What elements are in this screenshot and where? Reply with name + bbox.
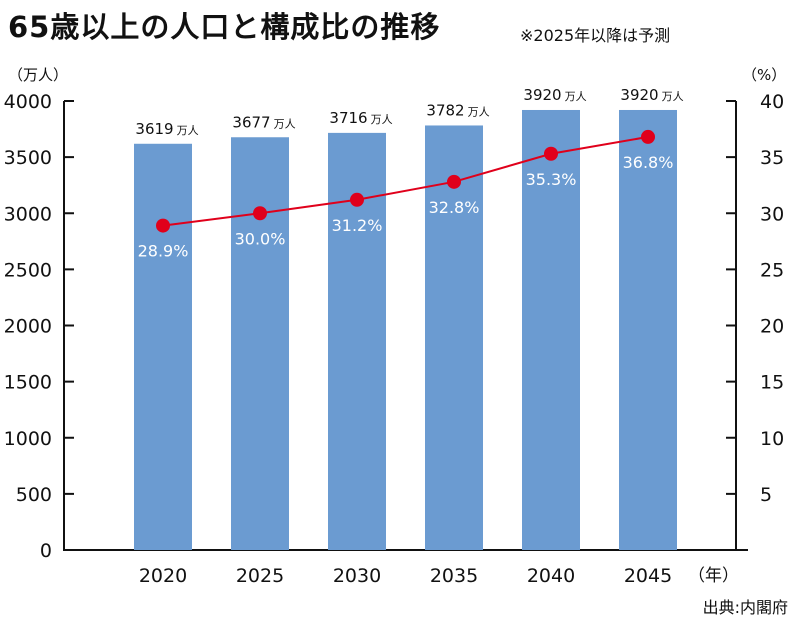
- x-tick-label: 2035: [430, 565, 478, 587]
- ratio-point-2025: [253, 206, 267, 221]
- chart-title: 65歳以上の人口と構成比の推移: [8, 10, 441, 44]
- ratio-label: 36.8%: [623, 153, 674, 172]
- bar-value-unit: 万人: [662, 90, 684, 103]
- right-tick-label: 20: [760, 316, 784, 338]
- bar-value-label: 3677 万人: [232, 113, 295, 131]
- forecast-note: ※2025年以降は予測: [520, 26, 671, 45]
- ratio-point-2030: [350, 192, 364, 207]
- bar-value-unit: 万人: [177, 124, 199, 137]
- bar-value-number: 3782: [426, 101, 464, 119]
- ratio-label: 31.2%: [332, 216, 383, 235]
- ratio-label: 28.9%: [138, 242, 189, 261]
- left-tick-label: 3500: [4, 147, 52, 169]
- bar-value-unit: 万人: [274, 117, 296, 130]
- left-tick-label: 2500: [4, 259, 52, 281]
- bar-value-number: 3920: [523, 86, 561, 104]
- right-tick-label: 30: [760, 203, 784, 225]
- ratio-point-2040: [544, 146, 558, 161]
- x-tick-label: 2040: [527, 565, 575, 587]
- bar-value-number: 3677: [232, 113, 270, 131]
- left-tick-label: 0: [40, 540, 52, 562]
- x-tick-label: 2025: [236, 565, 284, 587]
- right-tick-label: 25: [760, 259, 784, 281]
- left-tick-label: 1500: [4, 372, 52, 394]
- ratio-point-2020: [156, 218, 170, 233]
- bar-2020: [134, 143, 192, 550]
- left-tick-label: 3000: [4, 203, 52, 225]
- bar-value-number: 3716: [329, 109, 367, 127]
- x-axis-labels: 2020 2025 2030 2035 2040 2045: [139, 565, 672, 587]
- left-tick-label: 2000: [4, 316, 52, 338]
- right-tick-label: 15: [760, 372, 784, 394]
- bar-value-label: 3920 万人: [523, 86, 586, 104]
- bar-value-unit: 万人: [371, 113, 393, 126]
- bar-2025: [231, 137, 289, 550]
- bar-2040: [522, 109, 580, 550]
- x-tick-label: 2030: [333, 565, 381, 587]
- x-axis-unit: （年）: [688, 566, 739, 586]
- line-series: 28.9% 30.0% 31.2% 32.8% 35.3% 36.8%: [138, 129, 674, 261]
- right-axis-unit: （%）: [742, 66, 786, 84]
- bar-2045: [619, 109, 677, 550]
- ratio-label: 30.0%: [235, 229, 286, 248]
- ratio-point-2035: [447, 174, 461, 189]
- left-tick-label: 1000: [4, 428, 52, 450]
- ratio-point-2045: [641, 129, 655, 144]
- bar-value-number: 3619: [135, 120, 173, 138]
- x-tick-label: 2020: [139, 565, 187, 587]
- ratio-label: 32.8%: [429, 198, 480, 217]
- bar-2035: [425, 125, 483, 551]
- left-axis-unit: （万人）: [8, 66, 68, 84]
- bar-value-unit: 万人: [468, 105, 490, 118]
- left-tick-label: 4000: [4, 91, 52, 113]
- source-note: 出典:内閣府: [702, 598, 788, 617]
- x-tick-label: 2045: [624, 565, 672, 587]
- bar-series: [134, 109, 677, 551]
- bar-value-label: 3716 万人: [329, 109, 392, 127]
- left-tick-label: 500: [16, 484, 52, 506]
- right-tick-label: 40: [760, 91, 784, 113]
- bar-value-labels: 3619 万人 3677 万人 3716 万人 3782 万人 3920 万人 3920 万人: [135, 86, 683, 138]
- left-axis-ticks: 0 500 1000 1500 2000 2500 3000 3500 4000: [4, 91, 74, 562]
- bar-value-unit: 万人: [565, 90, 587, 103]
- right-tick-label: 35: [760, 147, 784, 169]
- bar-value-label: 3782 万人: [426, 101, 489, 119]
- right-axis-ticks: 5 10 15 20 25 30 35 40: [726, 91, 784, 506]
- ratio-label: 35.3%: [526, 170, 577, 189]
- bar-value-number: 3920: [620, 86, 658, 104]
- right-tick-label: 10: [760, 428, 784, 450]
- bar-value-label: 3920 万人: [620, 86, 683, 104]
- bar-value-label: 3619 万人: [135, 120, 198, 138]
- right-tick-label: 5: [760, 484, 772, 506]
- ratio-line: [162, 135, 649, 227]
